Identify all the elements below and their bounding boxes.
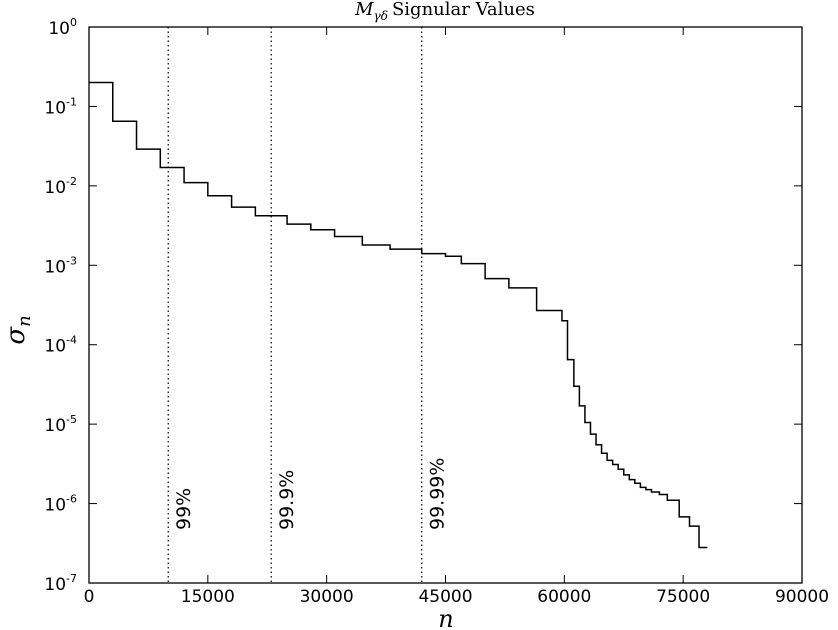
threshold-label: 99% <box>173 488 195 530</box>
series-point <box>606 459 608 461</box>
series-point <box>628 479 630 481</box>
series-point <box>286 223 288 225</box>
y-tick-base: 10 <box>44 337 66 357</box>
y-tick-exponent: -5 <box>66 413 77 426</box>
y-tick-label: 10-4 <box>44 334 77 357</box>
chart-title-symbol: M <box>354 0 374 20</box>
singular-value-series <box>89 81 707 549</box>
series-point <box>573 385 575 387</box>
y-tick-exponent: -1 <box>66 95 77 108</box>
axis-ticks: 0 15000 30000 45000 60000 75000 9000010-710-61… <box>44 16 829 607</box>
chart-title-text: Signular Values <box>392 0 535 20</box>
x-tick-label: 30000 <box>300 587 354 607</box>
y-tick-label: 10-3 <box>44 254 77 277</box>
series-point <box>566 358 569 361</box>
y-tick-exponent: 0 <box>70 16 77 29</box>
series-point <box>666 499 668 501</box>
y-tick-base: 10 <box>44 178 66 198</box>
series-point <box>688 525 691 527</box>
threshold-markers: 99% 99.9% 99.99% <box>167 27 449 583</box>
y-tick-label: 10-1 <box>44 95 77 118</box>
x-tick-label: 75000 <box>656 587 710 607</box>
y-tick-base: 10 <box>44 575 66 595</box>
y-tick-exponent: -3 <box>66 254 77 267</box>
series-point <box>207 195 209 197</box>
y-tick-base: 10 <box>48 19 70 39</box>
series-point <box>578 405 580 407</box>
series-point <box>561 320 563 322</box>
series-point <box>658 493 661 496</box>
y-tick-label: 10-7 <box>44 572 77 595</box>
y-tick-label: 10-5 <box>44 413 77 436</box>
y-axis-label: σn <box>1 315 35 344</box>
series-point <box>508 287 510 289</box>
y-tick-base: 10 <box>44 98 66 118</box>
series-point <box>600 452 603 454</box>
y-tick-base: 10 <box>44 257 66 277</box>
series-point <box>650 491 653 493</box>
series-point <box>361 244 363 246</box>
chart-title: Mγδ Signular Values <box>354 0 535 23</box>
series-point <box>310 229 312 231</box>
series-point <box>595 444 597 446</box>
series-point <box>254 215 256 217</box>
y-tick-label: 100 <box>48 16 77 39</box>
series-point <box>421 253 423 255</box>
y-tick-base: 10 <box>44 496 66 516</box>
y-tick-exponent: -4 <box>66 334 77 347</box>
series-point <box>112 120 114 122</box>
series-point <box>612 463 614 466</box>
y-axis-label-symbol: σ <box>1 326 31 345</box>
threshold-label: 99.9% <box>276 470 298 530</box>
series-point <box>584 421 586 424</box>
series-point <box>536 309 538 312</box>
x-tick-label: 45000 <box>418 587 472 607</box>
series-point <box>589 433 592 435</box>
y-axis-label-subscript: n <box>14 315 35 327</box>
series-point <box>159 166 161 169</box>
series-point <box>639 486 641 488</box>
x-tick-label: 60000 <box>537 587 591 607</box>
series-point <box>645 488 647 491</box>
svg-text:σn: σn <box>1 315 35 344</box>
series-point <box>484 277 486 280</box>
series-point <box>333 235 336 238</box>
series-point <box>617 468 619 470</box>
x-axis-label: n <box>438 605 453 630</box>
x-tick-label: 90000 <box>775 587 829 607</box>
y-tick-label: 10-2 <box>44 175 77 198</box>
y-tick-base: 10 <box>44 416 66 436</box>
series-point <box>444 255 447 257</box>
series-point <box>460 263 462 265</box>
y-tick-exponent: -7 <box>66 572 77 585</box>
x-tick-label: 15000 <box>181 587 235 607</box>
threshold-label: 99.99% <box>427 458 449 530</box>
y-tick-exponent: -2 <box>66 175 77 188</box>
plot-frame <box>88 26 803 584</box>
series-point <box>135 148 138 150</box>
chart-title-subscript: γδ <box>374 9 388 23</box>
series-point <box>634 482 636 484</box>
y-tick-exponent: -6 <box>66 493 77 506</box>
series-point <box>698 546 700 549</box>
series-layer <box>88 81 708 549</box>
series-point <box>623 474 625 476</box>
x-tick-label: 0 <box>84 587 95 607</box>
series-point <box>231 206 233 208</box>
series-point <box>706 546 708 549</box>
series-point <box>678 516 680 518</box>
y-tick-label: 10-6 <box>44 493 77 516</box>
series-point <box>183 181 185 184</box>
series-point <box>389 248 391 250</box>
